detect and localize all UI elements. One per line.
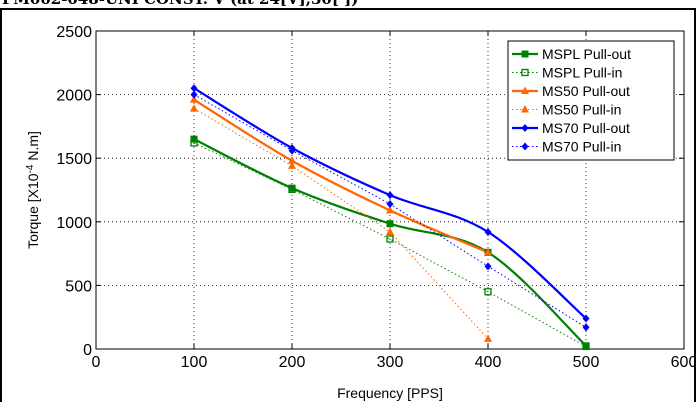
chart-frame bbox=[0, 8, 696, 402]
data-point-ms50-pull-out bbox=[386, 205, 394, 214]
y-tick-label: 2000 bbox=[56, 88, 92, 105]
y-tick-label: 0 bbox=[83, 342, 92, 359]
data-point-ms70-pull-out bbox=[386, 191, 394, 200]
chart-title: PM002-048-UNI CONST. V (at 24[V],30[ ]) bbox=[2, 0, 358, 8]
data-point-ms50-pull-out bbox=[288, 156, 296, 164]
data-point-ms50-pull-in bbox=[386, 227, 394, 235]
x-axis-label: Frequency [PPS] bbox=[337, 385, 443, 401]
data-point-mspl-pull-in bbox=[582, 342, 590, 351]
legend-marker-ms50-pull-out bbox=[521, 86, 529, 94]
data-point-ms70-pull-in bbox=[190, 90, 198, 99]
x-tick-label: 0 bbox=[92, 354, 101, 371]
series-line-ms50-pull-in bbox=[193, 108, 489, 340]
y-tick-label: 1500 bbox=[56, 151, 92, 168]
data-point-ms70-pull-in bbox=[386, 199, 394, 208]
y-tick-label: 1000 bbox=[56, 215, 92, 232]
data-point-mspl-pull-out bbox=[582, 342, 590, 350]
data-point-mspl-pull-in bbox=[288, 185, 296, 194]
data-point-ms50-pull-in bbox=[288, 161, 296, 169]
legend-label-ms70-pull-in: MS70 Pull-in bbox=[542, 139, 621, 155]
data-point-ms50-pull-out bbox=[484, 247, 492, 256]
y-tick-label: 2500 bbox=[56, 24, 92, 41]
data-point-ms50-pull-in bbox=[190, 104, 198, 112]
data-point-mspl-pull-in bbox=[484, 288, 492, 296]
data-point-ms70-pull-out bbox=[190, 84, 198, 93]
legend-marker-mspl-pull-in bbox=[521, 68, 529, 77]
y-axis-label-unit: N.m] bbox=[25, 131, 41, 164]
x-tick-label: 500 bbox=[573, 354, 600, 371]
legend-marker-ms50-pull-in bbox=[521, 105, 529, 113]
data-point-ms50-pull-in bbox=[484, 334, 492, 342]
x-tick-label: 100 bbox=[181, 354, 208, 371]
data-point-mspl-pull-out bbox=[386, 220, 394, 228]
y-axis-label-main: Torque [X10 bbox=[25, 173, 41, 249]
data-point-ms70-pull-in bbox=[582, 323, 590, 332]
legend-label-mspl-pull-in: MSPL Pull-in bbox=[542, 65, 622, 81]
x-tick-label: 200 bbox=[279, 354, 306, 371]
legend-label-ms50-pull-out: MS50 Pull-out bbox=[542, 83, 630, 99]
y-axis-label: Torque [X10-4 N.m] bbox=[25, 131, 42, 249]
axis-ticks: 0 100 200 300 400 500 600 0 500 1000 1500 2000 2500 bbox=[56, 24, 696, 371]
y-axis-label-exponent: -4 bbox=[25, 164, 36, 173]
series-line-mspl-pull-in bbox=[193, 142, 587, 347]
series-markers bbox=[190, 84, 590, 351]
chart-title-strip: PM002-048-UNI CONST. V (at 24[V],30[ ]) bbox=[0, 0, 696, 8]
data-point-mspl-pull-out bbox=[288, 184, 296, 192]
legend-label-mspl-pull-out: MSPL Pull-out bbox=[542, 46, 631, 62]
x-tick-label: 300 bbox=[377, 354, 404, 371]
x-tick-label: 400 bbox=[475, 354, 502, 371]
legend-label-ms50-pull-in: MS50 Pull-in bbox=[542, 102, 621, 118]
data-point-ms70-pull-in bbox=[288, 146, 296, 155]
legend-marker-ms70-pull-in bbox=[521, 142, 529, 151]
data-point-ms70-pull-in bbox=[484, 262, 492, 271]
legend: MSPL Pull-out MSPL Pull-in MS50 Pull-out MS… bbox=[507, 40, 675, 161]
data-point-mspl-pull-out bbox=[190, 135, 198, 143]
legend-marker-ms70-pull-out bbox=[521, 124, 529, 132]
data-point-mspl-pull-in bbox=[190, 139, 198, 147]
legend-marker-mspl-pull-out bbox=[521, 50, 529, 58]
data-point-ms70-pull-out bbox=[484, 227, 492, 236]
data-point-mspl-pull-in bbox=[386, 235, 394, 243]
legend-box bbox=[507, 40, 675, 161]
y-tick-label: 500 bbox=[65, 278, 92, 295]
data-point-ms50-pull-out bbox=[190, 95, 198, 103]
data-point-ms70-pull-out bbox=[582, 314, 590, 323]
legend-label-ms70-pull-out: MS70 Pull-out bbox=[542, 120, 630, 136]
series-line-ms50-pull-out bbox=[193, 98, 489, 254]
x-tick-label: 600 bbox=[671, 354, 696, 371]
